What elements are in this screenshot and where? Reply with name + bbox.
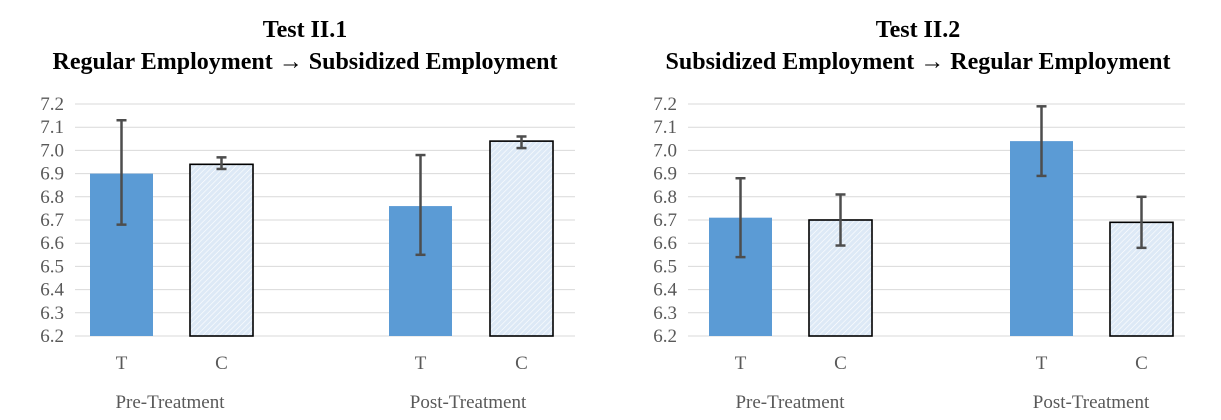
error-bar [516,135,527,150]
category-label: C [215,353,228,374]
y-tick-label: 6.4 [653,280,677,301]
category-label: C [834,353,847,374]
y-tick-label: 6.3 [653,303,677,324]
group-label: Pre-Treatment [115,392,225,413]
y-tick-label: 6.7 [40,210,64,231]
y-tick-label: 6.9 [40,164,64,185]
y-tick-label: 7.0 [40,140,64,161]
category-label: T [116,353,128,374]
error-bar [216,156,227,171]
y-tick-label: 6.8 [40,187,64,208]
group-labels: Pre-Treatment Post-Treatment [735,392,1149,413]
group-labels: Pre-Treatment Post-Treatment [115,392,526,413]
bar-post-treatment-c [489,140,554,337]
y-tick-label: 7.1 [653,117,677,138]
bar-pre-treatment-c [189,163,254,337]
error-bar [1136,195,1147,250]
y-axis-ticks: 7.27.17.0 6.96.86.76.66.5 6.46.36.2 [40,94,64,347]
y-tick-label: 6.5 [40,256,64,277]
error-bar [116,118,127,226]
category-label: T [1036,353,1048,374]
group-label: Pre-Treatment [735,392,845,413]
y-tick-label: 6.6 [40,233,64,254]
y-tick-label: 6.3 [40,303,64,324]
y-tick-label: 6.9 [653,164,677,185]
group-label: Post-Treatment [410,392,527,413]
chart-panel-test-ii-2: Test II.2 Subsidized Employment → Regula… [653,17,1185,413]
y-tick-label: 7.1 [40,117,64,138]
bars [709,141,1174,337]
category-label: C [1135,353,1148,374]
error-bars [735,105,1147,259]
group-label: Post-Treatment [1033,392,1150,413]
y-tick-label: 6.2 [40,326,64,347]
error-bar [1036,105,1047,178]
error-bar [415,153,426,257]
category-label: T [415,353,427,374]
y-axis-ticks: 7.27.17.0 6.96.86.76.66.5 6.46.36.2 [653,94,677,347]
y-tick-label: 6.2 [653,326,677,347]
category-label: C [515,353,528,374]
error-bar [735,176,746,259]
y-tick-label: 6.8 [653,187,677,208]
chart-subtitle: Subsidized Employment → Regular Employme… [666,49,1171,75]
chart-title: Test II.1 [263,17,347,43]
error-bar [835,193,846,247]
chart-title: Test II.2 [876,17,960,43]
error-bars [116,118,527,257]
y-tick-label: 6.7 [653,210,677,231]
y-tick-label: 6.6 [653,233,677,254]
y-tick-label: 7.2 [653,94,677,115]
chart-panel-test-ii-1: Test II.1 Regular Employment → Subsidize… [40,17,575,413]
chart-subtitle: Regular Employment → Subsidized Employme… [53,49,558,75]
category-label: T [735,353,747,374]
y-tick-label: 6.4 [40,280,64,301]
bars [90,140,554,337]
y-tick-label: 7.0 [653,140,677,161]
y-tick-label: 6.5 [653,256,677,277]
y-tick-label: 7.2 [40,94,64,115]
